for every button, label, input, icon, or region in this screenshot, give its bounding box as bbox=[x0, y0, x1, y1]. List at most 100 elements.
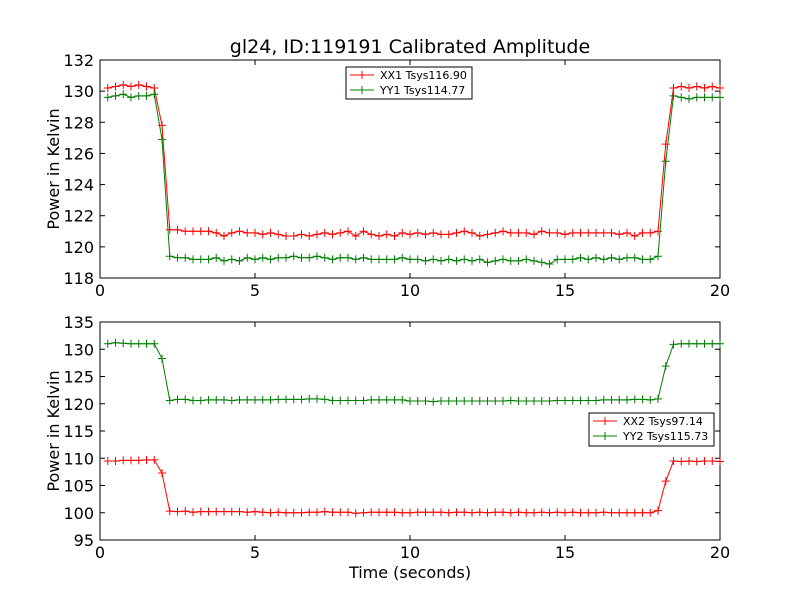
data-point bbox=[630, 231, 639, 240]
data-point bbox=[537, 397, 546, 406]
x-tick-label: 15 bbox=[555, 281, 575, 300]
data-point bbox=[553, 508, 562, 517]
data-point bbox=[289, 508, 298, 517]
data-point bbox=[158, 354, 166, 363]
y-tick-label: 95 bbox=[74, 531, 94, 550]
data-point bbox=[429, 397, 438, 406]
data-point bbox=[576, 508, 585, 517]
data-point bbox=[336, 228, 345, 237]
x-tick-label: 10 bbox=[400, 543, 420, 562]
data-point bbox=[708, 339, 717, 348]
data-point bbox=[320, 253, 329, 262]
data-point bbox=[514, 228, 523, 237]
data-point bbox=[282, 231, 290, 240]
data-point bbox=[220, 256, 228, 265]
data-point bbox=[677, 93, 686, 102]
data-point bbox=[584, 228, 593, 237]
data-point bbox=[491, 256, 500, 265]
data-point bbox=[189, 227, 197, 236]
data-point bbox=[173, 253, 182, 262]
data-point bbox=[204, 507, 213, 516]
data-point bbox=[685, 339, 693, 348]
data-point bbox=[359, 396, 368, 405]
data-point bbox=[444, 255, 453, 264]
data-point bbox=[522, 255, 531, 264]
data-point bbox=[561, 508, 569, 517]
data-point bbox=[274, 253, 283, 262]
data-point bbox=[398, 253, 407, 262]
x-tick-label: 0 bbox=[95, 543, 105, 562]
data-point bbox=[692, 93, 701, 102]
legend-label: YY2 Tsys115.73 bbox=[622, 430, 708, 443]
data-point bbox=[475, 397, 484, 406]
data-point bbox=[437, 397, 445, 406]
data-point bbox=[599, 255, 608, 264]
data-point bbox=[328, 230, 337, 239]
data-point bbox=[638, 228, 647, 237]
data-point bbox=[266, 228, 275, 237]
data-point bbox=[514, 397, 523, 406]
data-point bbox=[437, 230, 445, 239]
data-point bbox=[235, 256, 244, 265]
data-point bbox=[708, 93, 717, 102]
data-point bbox=[607, 395, 616, 404]
data-point bbox=[103, 93, 112, 102]
data-point bbox=[630, 253, 639, 262]
data-point bbox=[142, 91, 151, 100]
data-point bbox=[274, 395, 283, 404]
data-point bbox=[173, 225, 182, 234]
data-point bbox=[553, 228, 562, 237]
data-point bbox=[235, 395, 244, 404]
data-point bbox=[243, 508, 252, 517]
data-point bbox=[545, 508, 554, 517]
data-point bbox=[181, 227, 190, 236]
data-point bbox=[134, 80, 143, 89]
data-point bbox=[700, 93, 709, 102]
data-point bbox=[251, 255, 259, 264]
y-tick-label: 122 bbox=[63, 207, 94, 226]
data-point bbox=[561, 396, 569, 405]
data-point bbox=[344, 508, 352, 517]
data-point bbox=[506, 396, 515, 405]
legend-marker bbox=[358, 71, 366, 79]
data-point bbox=[351, 509, 360, 518]
data-point bbox=[375, 395, 383, 404]
data-point bbox=[375, 255, 383, 264]
legend-box bbox=[345, 66, 473, 100]
data-point bbox=[134, 456, 143, 465]
data-point bbox=[530, 508, 538, 517]
bottom-y-axis-label: Power in Kelvin bbox=[44, 370, 63, 491]
data-point bbox=[127, 82, 135, 91]
data-point bbox=[212, 253, 221, 262]
data-point bbox=[227, 255, 236, 264]
data-point bbox=[127, 339, 135, 348]
data-point bbox=[328, 255, 337, 264]
data-point bbox=[212, 507, 221, 516]
data-point bbox=[654, 394, 662, 403]
data-point bbox=[204, 227, 213, 236]
data-point bbox=[677, 339, 686, 348]
data-point bbox=[553, 255, 562, 264]
data-point bbox=[173, 395, 182, 404]
data-point bbox=[289, 252, 298, 261]
data-point bbox=[576, 253, 585, 262]
data-point bbox=[545, 228, 554, 237]
legend-marker bbox=[358, 86, 366, 94]
data-point bbox=[305, 394, 314, 403]
data-point bbox=[475, 255, 484, 264]
data-point bbox=[646, 228, 655, 237]
data-point bbox=[638, 508, 647, 517]
data-point bbox=[196, 507, 205, 516]
data-point bbox=[700, 339, 709, 348]
data-point bbox=[103, 456, 112, 465]
data-point bbox=[274, 230, 283, 239]
bottom-plot: 0 5 10 15 20 95 100 105 110 115 120 125 130 135 XX2 Ts… bbox=[63, 313, 730, 562]
data-point bbox=[165, 507, 174, 516]
legend-label: XX2 Tsys97.14 bbox=[623, 415, 703, 428]
data-point bbox=[158, 468, 166, 477]
data-point bbox=[460, 508, 469, 517]
data-point bbox=[181, 507, 190, 516]
data-point bbox=[313, 508, 321, 517]
data-point bbox=[406, 397, 414, 406]
